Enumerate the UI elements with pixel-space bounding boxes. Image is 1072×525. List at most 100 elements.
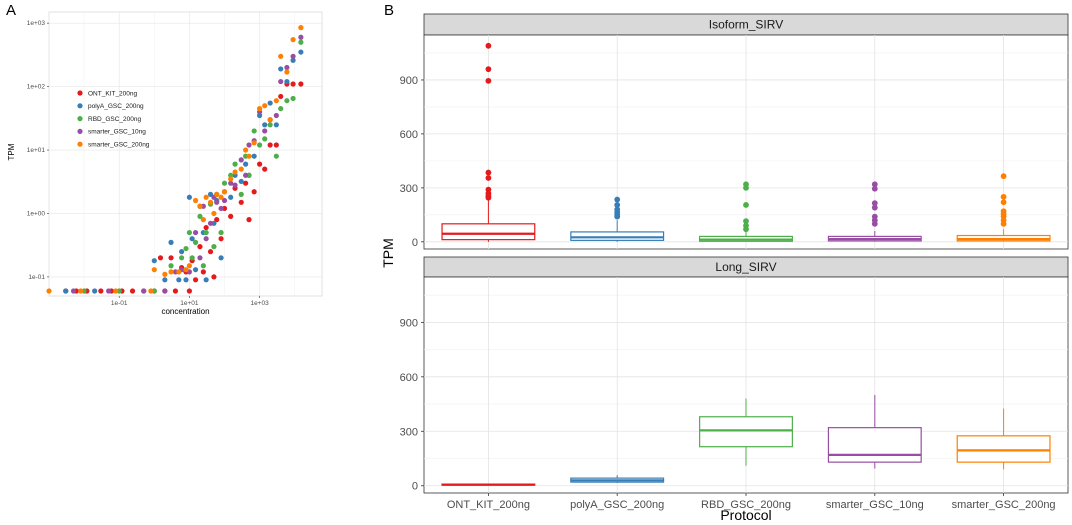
- scatter-point-smarter_GSC_10ng: [162, 288, 168, 294]
- scatter-point-smarter_GSC_200ng: [151, 267, 157, 273]
- scatter-point-polyA_GSC_200ng: [243, 161, 249, 167]
- box-outlier-point: [743, 202, 749, 208]
- scatter-point-ONT_KIT_200ng: [129, 288, 136, 294]
- scatter-point-smarter_GSC_200ng: [251, 140, 257, 146]
- scatter-point-RBD_GSC_200ng: [186, 229, 192, 236]
- scatter-point-RBD_GSC_200ng: [278, 106, 284, 112]
- scatter-point-smarter_GSC_200ng: [183, 267, 189, 273]
- scatter-point-smarter_GSC_200ng: [78, 288, 84, 294]
- scatter-point-ONT_KIT_200ng: [168, 255, 174, 261]
- scatter-point-smarter_GSC_200ng: [168, 269, 174, 275]
- scatter-point-polyA_GSC_200ng: [238, 178, 244, 185]
- scatter-x-axis-label: concentration: [161, 307, 209, 316]
- box-outlier-point: [485, 42, 492, 49]
- scatter-point-polyA_GSC_200ng: [151, 258, 157, 264]
- scatter-point-RBD_GSC_200ng: [262, 136, 268, 142]
- scatter-point-RBD_GSC_200ng: [192, 239, 199, 245]
- scatter-x-tick-label: 1e+03: [250, 300, 269, 307]
- scatter-point-smarter_GSC_10ng: [207, 220, 214, 226]
- scatter-point-smarter_GSC_200ng: [278, 53, 284, 59]
- facet-Isoform_SIRV: Isoform_SIRV 0 300 600 900: [400, 13, 1069, 250]
- scatter-point-ONT_KIT_200ng: [238, 199, 244, 205]
- legend-label-RBD_GSC_200ng: RBD_GSC_200ng: [88, 116, 141, 123]
- box-smarter_GSC_200ng: [956, 408, 1051, 470]
- scatter-y-tick-label: 1e+03: [27, 20, 46, 27]
- scatter-point-RBD_GSC_200ng: [189, 255, 195, 261]
- box-x-tick-label: smarter_GSC_200ng: [952, 499, 1056, 511]
- scatter-point-RBD_GSC_200ng: [218, 229, 224, 236]
- scatter-point-polyA_GSC_200ng: [183, 277, 189, 283]
- scatter-point-smarter_GSC_200ng: [298, 25, 304, 31]
- scatter-point-smarter_GSC_10ng: [197, 255, 203, 261]
- scatter-point-smarter_GSC_200ng: [176, 269, 182, 275]
- box-smarter_GSC_200ng: [956, 173, 1051, 242]
- scatter-point-ONT_KIT_200ng: [243, 180, 249, 186]
- scatter-point-smarter_GSC_10ng: [273, 112, 279, 119]
- box-outlier-point: [871, 181, 878, 188]
- box-outlier-point: [1000, 220, 1007, 227]
- scatter-point-smarter_GSC_200ng: [273, 98, 279, 104]
- scatter-point-polyA_GSC_200ng: [256, 112, 263, 119]
- facet-strip-title: Long_SIRV: [715, 260, 776, 274]
- scatter-point-RBD_GSC_200ng: [232, 161, 238, 167]
- scatter-point-smarter_GSC_200ng: [243, 147, 249, 153]
- scatter-point-smarter_GSC_200ng: [246, 153, 252, 159]
- facet-y-tick-label: 300: [400, 426, 418, 438]
- facet-y-tick-label: 0: [412, 237, 418, 249]
- scatter-point-smarter_GSC_10ng: [243, 172, 249, 178]
- scatter-point-polyA_GSC_200ng: [284, 78, 290, 85]
- legend-label-smarter_GSC_10ng: smarter_GSC_10ng: [88, 129, 146, 136]
- scatter-point-smarter_GSC_200ng: [211, 210, 217, 217]
- scatter-legend: ONT_KIT_200ng polyA_GSC_200ng RBD_GSC_200n…: [77, 90, 150, 149]
- scatter-point-RBD_GSC_200ng: [200, 263, 206, 269]
- scatter-point-RBD_GSC_200ng: [238, 191, 244, 197]
- panel-label-b: B: [384, 2, 394, 19]
- box-x-axis-label: Protocol: [720, 507, 771, 523]
- scatter-point-polyA_GSC_200ng: [267, 100, 273, 106]
- box-iqr: [699, 416, 793, 448]
- legend-label-smarter_GSC_200ng: smarter_GSC_200ng: [88, 142, 150, 149]
- scatter-point-polyA_GSC_200ng: [278, 66, 284, 72]
- scatter-point-ONT_KIT_200ng: [218, 236, 224, 242]
- scatter-point-smarter_GSC_10ng: [278, 78, 284, 85]
- box-outlier-point: [743, 184, 749, 191]
- box-x-tick-label: smarter_GSC_10ng: [826, 499, 924, 511]
- box-outlier-point: [485, 194, 492, 201]
- scatter-point-polyA_GSC_200ng: [186, 194, 192, 200]
- box-outlier-point: [871, 200, 878, 207]
- scatter-point-polyA_GSC_200ng: [273, 122, 279, 128]
- scatter-point-RBD_GSC_200ng: [221, 180, 228, 186]
- scatter-point-smarter_GSC_200ng: [218, 194, 224, 200]
- box-x-tick-label: RBD_GSC_200ng: [701, 499, 791, 511]
- legend-marker-RBD_GSC_200ng: [77, 116, 83, 122]
- scatter-point-ONT_KIT_200ng: [273, 142, 279, 148]
- legend-marker-smarter_GSC_200ng: [77, 141, 83, 147]
- scatter-point-RBD_GSC_200ng: [179, 255, 185, 261]
- scatter-point-ONT_KIT_200ng: [207, 249, 214, 255]
- scatter-point-RBD_GSC_200ng: [211, 244, 217, 250]
- legend-marker-ONT_KIT_200ng: [77, 90, 83, 96]
- box-polyA_GSC_200ng: [570, 475, 665, 484]
- scatter-point-polyA_GSC_200ng: [218, 255, 224, 261]
- panel-label-a: A: [6, 2, 16, 19]
- scatter-x-tick-label: 1e+01: [180, 300, 199, 307]
- scatter-point-ONT_KIT_200ng: [256, 161, 263, 167]
- scatter-point-smarter_GSC_200ng: [228, 176, 234, 182]
- box-RBD_GSC_200ng: [699, 398, 793, 466]
- scatter-y-tick-label: 1e-01: [28, 274, 45, 281]
- scatter-point-polyA_GSC_200ng: [251, 153, 257, 159]
- scatter-point-ONT_KIT_200ng: [211, 274, 217, 280]
- scatter-point-smarter_GSC_10ng: [232, 182, 238, 188]
- scatter-point-RBD_GSC_200ng: [203, 229, 209, 236]
- box-iqr: [827, 427, 922, 463]
- scatter-point-polyA_GSC_200ng: [162, 277, 168, 283]
- scatter-point-ONT_KIT_200ng: [278, 93, 284, 100]
- scatter-point-smarter_GSC_200ng: [290, 37, 296, 43]
- scatter-point-smarter_GSC_10ng: [221, 197, 228, 204]
- box-smarter_GSC_10ng: [827, 181, 922, 242]
- scatter-point-smarter_GSC_200ng: [46, 288, 52, 294]
- scatter-point-smarter_GSC_10ng: [246, 142, 252, 148]
- scatter-point-ONT_KIT_200ng: [262, 166, 268, 172]
- box-outlier-point: [614, 196, 621, 203]
- scatter-point-polyA_GSC_200ng: [203, 277, 209, 283]
